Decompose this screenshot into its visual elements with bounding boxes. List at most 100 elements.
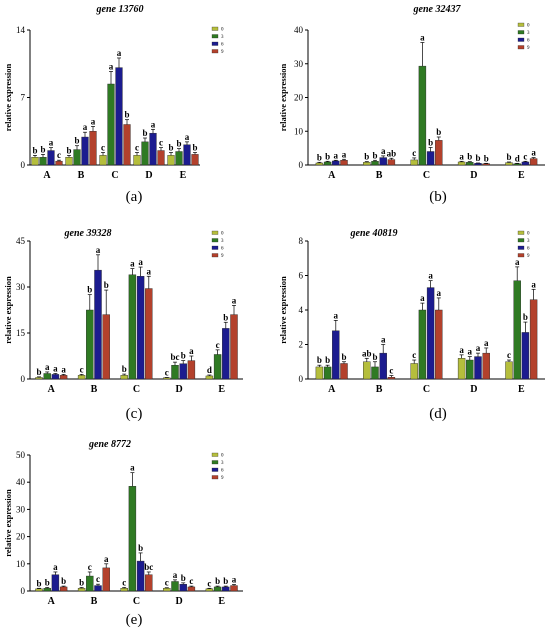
bar <box>171 581 179 592</box>
significance-label: a <box>49 138 54 148</box>
bar <box>213 586 222 592</box>
significance-label: a <box>173 570 178 580</box>
significance-label: b <box>36 367 41 377</box>
bar <box>39 157 47 166</box>
bar <box>35 377 43 380</box>
significance-label: b <box>364 152 369 162</box>
y-tick-label: 6 <box>299 271 304 281</box>
chart-title: gene 39328 <box>64 228 112 239</box>
legend-label: 0 <box>221 454 224 459</box>
bar <box>371 366 379 380</box>
significance-label: bc <box>144 562 153 572</box>
bar <box>521 332 530 380</box>
legend-label: 6 <box>221 469 224 474</box>
bar <box>35 588 43 592</box>
significance-label: a <box>83 122 88 132</box>
y-axis-label: relative expression <box>3 64 13 132</box>
significance-label: a <box>468 347 473 357</box>
bar <box>59 375 68 380</box>
y-tick-label: 0 <box>21 374 26 384</box>
bar <box>136 560 145 592</box>
legend-swatch <box>211 49 219 54</box>
bar <box>133 155 141 166</box>
legend-swatch <box>211 41 219 46</box>
legend-swatch <box>517 37 525 42</box>
x-tick-label: A <box>48 596 56 607</box>
significance-label: a <box>91 116 96 126</box>
significance-label: c <box>523 151 527 161</box>
bar <box>51 574 60 592</box>
legend-swatch <box>517 238 525 243</box>
significance-label: a <box>53 562 58 572</box>
bar <box>120 375 128 380</box>
y-tick-label: 30 <box>16 504 26 514</box>
legend-swatch <box>517 230 525 235</box>
bar <box>81 136 89 166</box>
bar <box>73 149 81 166</box>
significance-label: b <box>223 576 228 586</box>
bar <box>163 377 171 380</box>
x-tick-label: D <box>175 596 182 607</box>
significance-label: a <box>45 362 50 372</box>
bar <box>457 161 466 166</box>
bar <box>128 486 137 592</box>
bar <box>43 373 51 380</box>
y-tick-label: 45 <box>16 236 26 246</box>
significance-label: b <box>138 543 143 553</box>
significance-label: a <box>437 288 442 298</box>
y-tick-label: 14 <box>16 25 26 35</box>
bar <box>426 151 435 166</box>
x-tick-label: A <box>48 384 56 395</box>
legend-swatch <box>211 34 219 39</box>
significance-label: c <box>412 148 416 158</box>
bar <box>141 141 149 166</box>
bar <box>89 131 97 166</box>
bar <box>51 374 60 380</box>
bar <box>435 309 443 380</box>
significance-label: a <box>334 150 339 160</box>
legend-label: 9 <box>221 476 224 481</box>
x-tick-label: B <box>78 170 85 181</box>
significance-label: c <box>96 574 100 584</box>
bar <box>323 366 332 380</box>
y-tick-label: 30 <box>16 282 26 292</box>
bar <box>513 280 521 380</box>
bar <box>163 588 171 592</box>
bar <box>371 161 379 166</box>
legend-label: 0 <box>221 28 224 33</box>
significance-label: b <box>87 285 92 295</box>
significance-label: b <box>66 145 71 155</box>
bar <box>482 352 490 380</box>
significance-label: a <box>185 132 190 142</box>
bar <box>379 157 387 166</box>
x-tick-label: A <box>43 170 51 181</box>
significance-label: b <box>40 144 45 154</box>
bar <box>418 309 427 380</box>
legend-label: 3 <box>221 461 224 466</box>
bar <box>171 364 179 380</box>
legend-label: 3 <box>527 239 530 244</box>
bar <box>167 155 175 166</box>
significance-label: c <box>88 562 92 572</box>
x-tick-label: A <box>328 170 336 181</box>
y-tick-label: 40 <box>16 477 26 487</box>
significance-label: a <box>147 266 152 276</box>
significance-label: b <box>325 355 330 365</box>
y-tick-label: 20 <box>16 532 26 542</box>
significance-label: ab <box>362 348 372 358</box>
significance-label: b <box>475 153 480 163</box>
bar <box>457 358 466 380</box>
bar <box>31 157 39 166</box>
significance-label: a <box>531 279 536 289</box>
x-tick-label: A <box>328 384 336 395</box>
significance-label: a <box>117 48 122 58</box>
significance-label: a <box>531 148 536 158</box>
significance-label: b <box>124 110 129 120</box>
significance-label: b <box>45 577 50 587</box>
significance-label: b <box>523 312 528 322</box>
significance-label: a <box>420 32 425 42</box>
significance-label: a <box>189 346 194 356</box>
